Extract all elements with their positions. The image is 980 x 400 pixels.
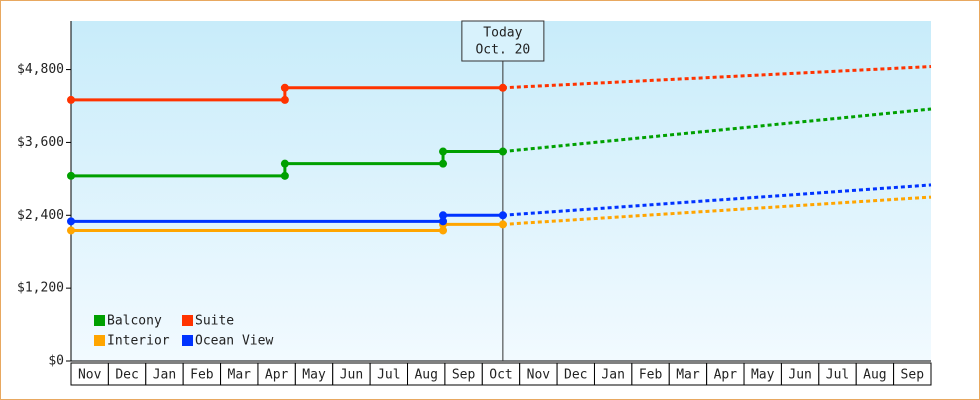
x-tick-label: Dec bbox=[115, 368, 138, 383]
x-tick-label: Mar bbox=[676, 368, 700, 383]
y-tick-label: $3,600 bbox=[17, 135, 64, 150]
x-tick-label: Nov bbox=[78, 368, 102, 383]
legend-swatch bbox=[182, 335, 193, 346]
x-tick-label: Apr bbox=[714, 368, 738, 383]
projection-line bbox=[502, 65, 932, 90]
legend-swatch bbox=[94, 335, 105, 346]
point bbox=[280, 83, 289, 92]
legend-label: Balcony bbox=[107, 314, 162, 329]
point bbox=[439, 147, 448, 156]
legend-swatch bbox=[182, 315, 193, 326]
today-label: Today bbox=[483, 26, 522, 41]
x-tick-label: Jun bbox=[788, 368, 811, 383]
point bbox=[498, 83, 507, 92]
plot-area bbox=[71, 21, 931, 361]
point bbox=[439, 211, 448, 220]
projection-line bbox=[502, 107, 932, 154]
y-tick-label: $2,400 bbox=[17, 208, 64, 223]
point bbox=[280, 159, 289, 168]
x-tick-label: Apr bbox=[265, 368, 289, 383]
x-tick-label: Sep bbox=[901, 368, 925, 383]
point bbox=[498, 211, 507, 220]
y-tick-label: $4,800 bbox=[17, 62, 64, 77]
legend-label: Suite bbox=[195, 314, 234, 329]
x-tick-label: Jan bbox=[601, 368, 624, 383]
x-tick-label: Oct bbox=[489, 368, 512, 383]
legend-label: Ocean View bbox=[195, 334, 273, 349]
point bbox=[67, 226, 75, 235]
point bbox=[67, 95, 75, 104]
point bbox=[498, 147, 507, 156]
projection-line bbox=[502, 195, 932, 226]
point bbox=[280, 95, 289, 104]
x-tick-label: Nov bbox=[527, 368, 551, 383]
series-line bbox=[71, 86, 503, 102]
point bbox=[280, 171, 289, 180]
x-tick-label: Mar bbox=[228, 368, 252, 383]
projection-line bbox=[502, 183, 932, 217]
x-tick-label: Aug bbox=[863, 368, 886, 383]
month-cell bbox=[893, 362, 932, 386]
legend-swatch bbox=[94, 315, 105, 326]
today-box bbox=[461, 20, 545, 62]
x-tick-label: Jun bbox=[340, 368, 363, 383]
x-tick-label: May bbox=[302, 368, 326, 383]
x-tick-label: Dec bbox=[564, 368, 587, 383]
x-tick-label: Sep bbox=[452, 368, 476, 383]
x-tick-label: Jan bbox=[153, 368, 176, 383]
today-date: Oct. 20 bbox=[475, 43, 530, 58]
legend-label: Interior bbox=[107, 334, 170, 349]
point bbox=[439, 226, 448, 235]
point bbox=[439, 217, 448, 226]
x-tick-label: Feb bbox=[190, 368, 214, 383]
point bbox=[498, 220, 507, 229]
point bbox=[67, 171, 75, 180]
y-tick-label: $1,200 bbox=[17, 281, 64, 296]
x-tick-label: Feb bbox=[639, 368, 663, 383]
series-line bbox=[71, 150, 503, 178]
y-tick-label: $0 bbox=[48, 354, 64, 369]
x-tick-label: Jul bbox=[377, 368, 400, 383]
point bbox=[439, 159, 448, 168]
x-tick-label: Aug bbox=[414, 368, 437, 383]
x-tick-label: May bbox=[751, 368, 775, 383]
point bbox=[67, 217, 75, 226]
x-tick-label: Jul bbox=[826, 368, 849, 383]
